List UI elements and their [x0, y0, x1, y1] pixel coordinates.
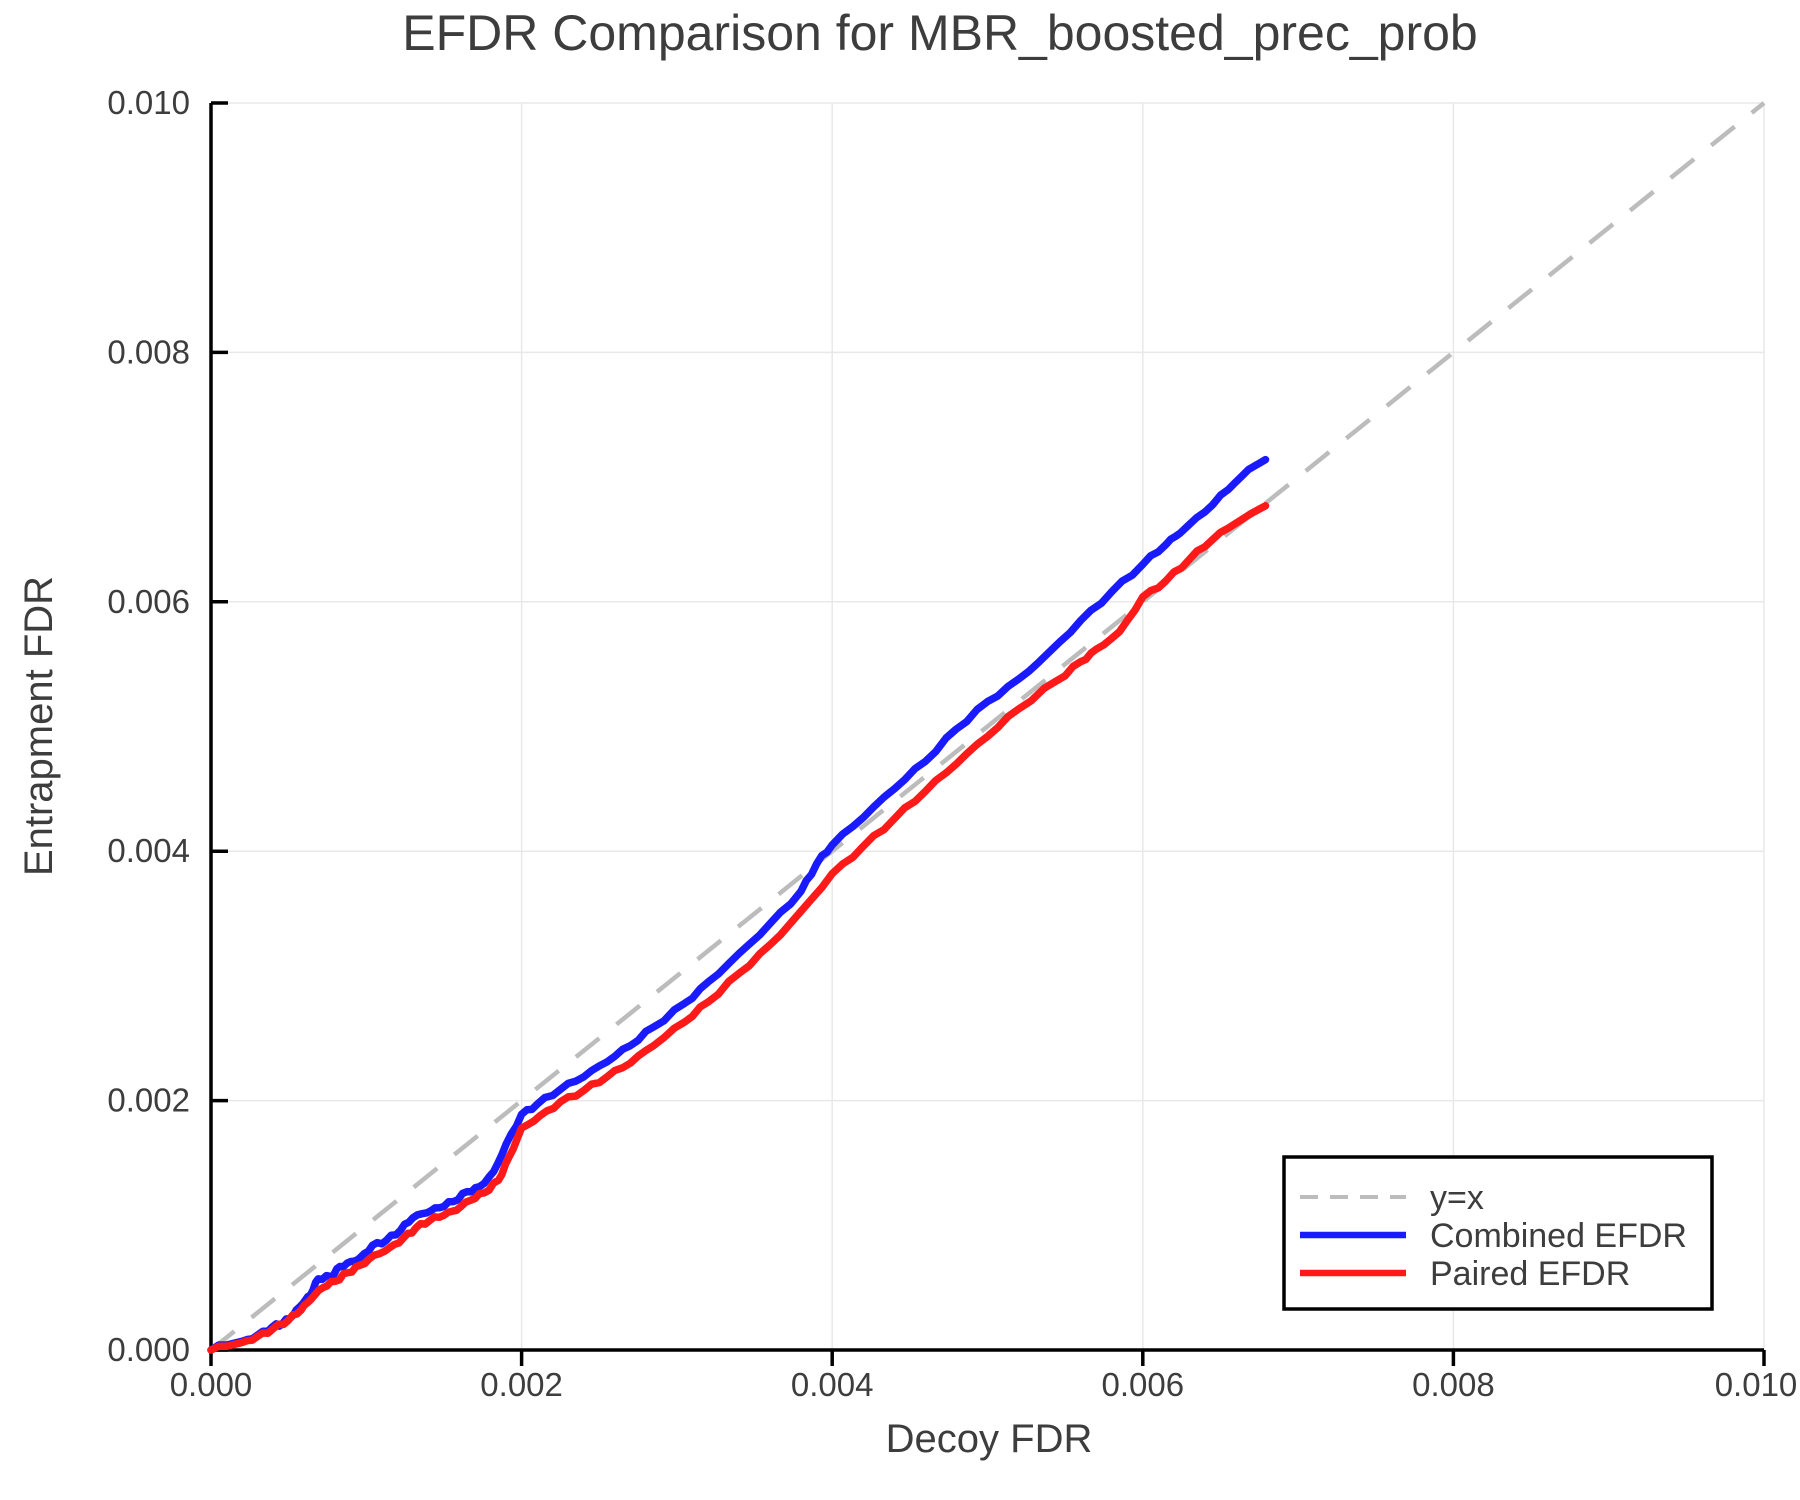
grid-layer — [210, 102, 1765, 1351]
x-tick-label: 0.004 — [791, 1366, 874, 1403]
y-tick-label: 0.002 — [107, 1082, 190, 1119]
series-line-y-x — [209, 101, 1766, 1352]
tick-label-layer: 0.000 0.002 0.004 0.006 0.008 0.010 0.000 0.002… — [107, 84, 1797, 1403]
y-tick-label: 0.008 — [107, 333, 190, 370]
x-tick-label: 0.008 — [1412, 1366, 1495, 1403]
series-line-combined-efdr — [207, 455, 1270, 1354]
y-tick-label: 0.006 — [107, 583, 190, 620]
chart-title: EFDR Comparison for MBR_boosted_prec_pro… — [402, 5, 1478, 61]
legend-label-paired: Paired EFDR — [1430, 1255, 1630, 1293]
series-layer — [207, 101, 1766, 1354]
series-line-paired-efdr — [207, 502, 1270, 1354]
legend-label-combined: Combined EFDR — [1430, 1217, 1687, 1255]
x-tick-label: 0.002 — [480, 1366, 563, 1403]
legend-label-yx: y=x — [1430, 1179, 1484, 1217]
legend: y=x Combined EFDR Paired EFDR — [1282, 1155, 1714, 1311]
x-tick-label: 0.006 — [1102, 1366, 1185, 1403]
x-tick-label: 0.010 — [1715, 1366, 1798, 1403]
x-axis-label: Decoy FDR — [886, 1417, 1093, 1461]
y-axis-label: Entrapment FDR — [17, 576, 61, 876]
y-tick-label: 0.000 — [107, 1331, 190, 1368]
y-tick-label: 0.010 — [107, 84, 190, 121]
y-tick-label: 0.004 — [107, 832, 190, 869]
x-tick-label: 0.000 — [170, 1366, 253, 1403]
